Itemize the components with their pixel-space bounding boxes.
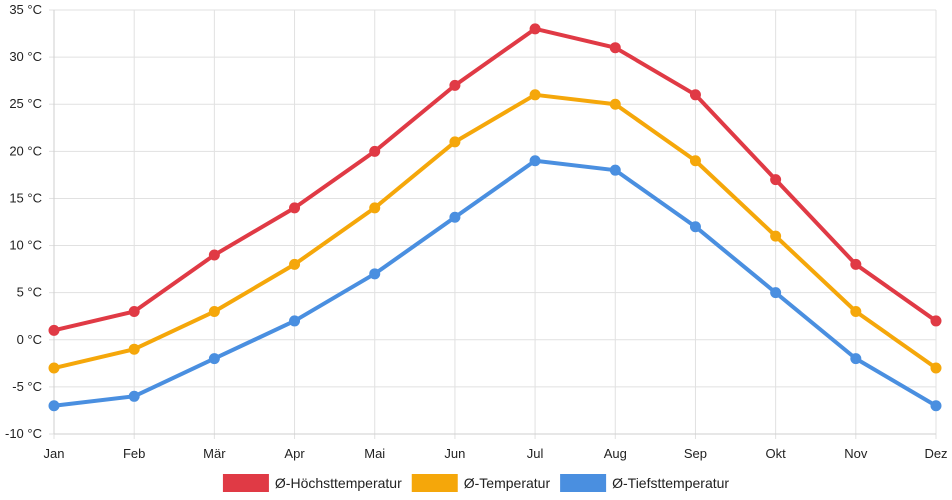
data-point: [208, 353, 220, 365]
x-axis: Jan Feb Mär Apr Mai Jun Jul Aug Sep Okt Nov Dez: [44, 433, 948, 461]
data-point: [529, 89, 541, 101]
data-point: [689, 89, 701, 101]
data-point: [930, 315, 942, 327]
x-tick-label: Mär: [203, 446, 226, 461]
data-point: [449, 211, 461, 223]
y-tick-label: 20 °C: [9, 143, 42, 158]
data-point: [289, 202, 301, 214]
x-tick-label: Nov: [844, 446, 868, 461]
y-tick-label: -10 °C: [5, 426, 42, 441]
data-point: [529, 23, 541, 35]
x-tick-label: Apr: [284, 446, 305, 461]
legend-label: Ø-Temperatur: [464, 475, 551, 491]
data-point: [529, 155, 541, 167]
x-tick-label: Okt: [766, 446, 787, 461]
data-point: [208, 306, 220, 318]
data-point: [48, 324, 60, 336]
x-tick-label: Jul: [527, 446, 544, 461]
legend-item: Ø-Tiefsttemperatur: [560, 474, 729, 492]
data-point: [128, 343, 140, 355]
data-point: [689, 155, 701, 167]
x-tick-label: Mai: [364, 446, 385, 461]
data-point: [850, 353, 862, 365]
legend-swatch: [411, 474, 458, 492]
x-tick-label: Dez: [924, 446, 947, 461]
series-line: [52, 158, 938, 408]
x-tick-label: Aug: [604, 446, 627, 461]
y-tick-label: 35 °C: [9, 2, 42, 17]
data-point: [48, 362, 60, 374]
y-axis: -10 °C -5 °C 0 °C 5 °C 10 °C 15 °C 20 °C 25 °C 3…: [5, 2, 55, 441]
data-point: [449, 79, 461, 91]
data-point: [770, 174, 782, 186]
y-tick-label: 5 °C: [17, 285, 42, 300]
data-point: [289, 258, 301, 270]
data-point: [770, 230, 782, 242]
data-point: [208, 249, 220, 261]
data-point: [609, 42, 621, 54]
y-tick-label: 15 °C: [9, 190, 42, 205]
data-point: [850, 306, 862, 318]
data-point: [449, 136, 461, 148]
data-point: [609, 164, 621, 176]
plot-area: [48, 23, 942, 412]
series-line: [52, 26, 938, 333]
data-point: [930, 400, 942, 412]
legend-label: Ø-Tiefsttemperatur: [612, 475, 729, 491]
legend-swatch: [222, 474, 269, 492]
data-point: [850, 258, 862, 270]
data-point: [930, 362, 942, 374]
data-point: [689, 221, 701, 233]
y-tick-label: 25 °C: [9, 96, 42, 111]
legend-label: Ø-Höchsttemperatur: [275, 475, 402, 491]
legend-item: Ø-Höchsttemperatur: [222, 474, 402, 492]
x-tick-label: Feb: [123, 446, 145, 461]
x-tick-label: Jan: [44, 446, 65, 461]
x-tick-label: Jun: [444, 446, 465, 461]
y-tick-label: 0 °C: [17, 332, 42, 347]
legend-swatch: [560, 474, 607, 492]
data-point: [48, 400, 60, 412]
data-point: [128, 390, 140, 402]
y-tick-label: -5 °C: [12, 379, 42, 394]
series-line: [52, 92, 938, 371]
data-point: [770, 287, 782, 299]
data-point: [369, 145, 381, 157]
chart-legend: Ø-Höchsttemperatur Ø-Temperatur Ø-Tiefstte…: [222, 474, 729, 492]
data-point: [289, 315, 301, 327]
data-point: [128, 306, 140, 318]
y-tick-label: 30 °C: [9, 49, 42, 64]
data-point: [369, 202, 381, 214]
y-tick-label: 10 °C: [9, 238, 42, 253]
legend-item: Ø-Temperatur: [411, 474, 551, 492]
x-tick-label: Sep: [684, 446, 707, 461]
data-point: [369, 268, 381, 280]
data-point: [609, 98, 621, 110]
